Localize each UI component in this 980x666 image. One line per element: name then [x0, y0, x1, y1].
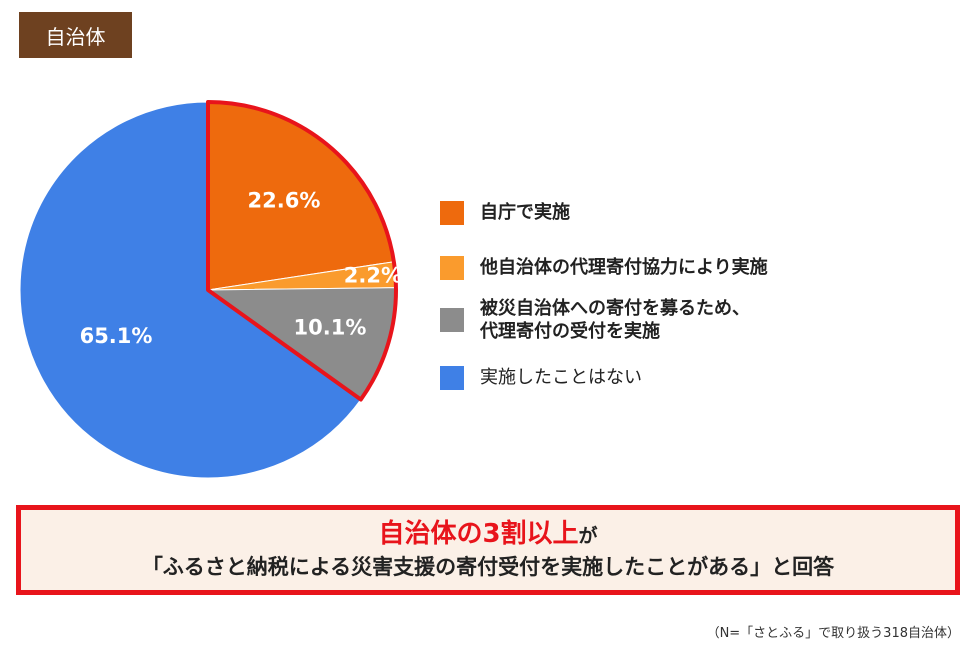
legend-swatch-proxy-reception [440, 308, 464, 332]
legend-swatch-proxy-cooperation [440, 256, 464, 280]
legend-swatch-never [440, 366, 464, 390]
legend-label-proxy-reception: 被災自治体への寄付を募るため、 代理寄付の受付を実施 [480, 298, 750, 342]
footnote: （N=「さとふる」で取り扱う318自治体） [706, 626, 960, 641]
legend-label-own-office: 自庁で実施 [480, 202, 570, 223]
legend-swatch-own-office [440, 201, 464, 225]
category-tag-label: 自治体 [45, 24, 106, 49]
legend-item-never: 実施したことはない [440, 366, 642, 390]
callout-suffix: が [578, 525, 598, 547]
callout-headline: 自治体の3割以上が [378, 518, 597, 552]
legend-label-never: 実施したことはない [480, 367, 642, 388]
category-tag: 自治体 [19, 12, 132, 58]
summary-callout: 自治体の3割以上が 「ふるさと納税による災害支援の寄付受付を実施したことがある」… [16, 505, 960, 595]
callout-highlight: 自治体の3割以上 [378, 519, 579, 549]
callout-detail: 「ふるさと納税による災害支援の寄付受付を実施したことがある」と回答 [141, 555, 835, 579]
pie-label-own-office: 22.6% [248, 189, 321, 213]
legend-item-proxy-cooperation: 他自治体の代理寄付協力により実施 [440, 256, 768, 280]
pie-label-proxy-cooperation: 2.2% [344, 264, 402, 288]
pie-label-never: 65.1% [80, 324, 153, 348]
legend-label-proxy-cooperation: 他自治体の代理寄付協力により実施 [480, 257, 768, 278]
highlight-outline [206, 100, 398, 402]
pie-chart: 22.6% 2.2% 10.1% 65.1% [19, 100, 402, 479]
pie-slice-never [19, 101, 362, 479]
legend-item-own-office: 自庁で実施 [440, 201, 570, 225]
pie-label-proxy-reception: 10.1% [294, 315, 367, 339]
legend-item-proxy-reception: 被災自治体への寄付を募るため、 代理寄付の受付を実施 [440, 297, 750, 343]
